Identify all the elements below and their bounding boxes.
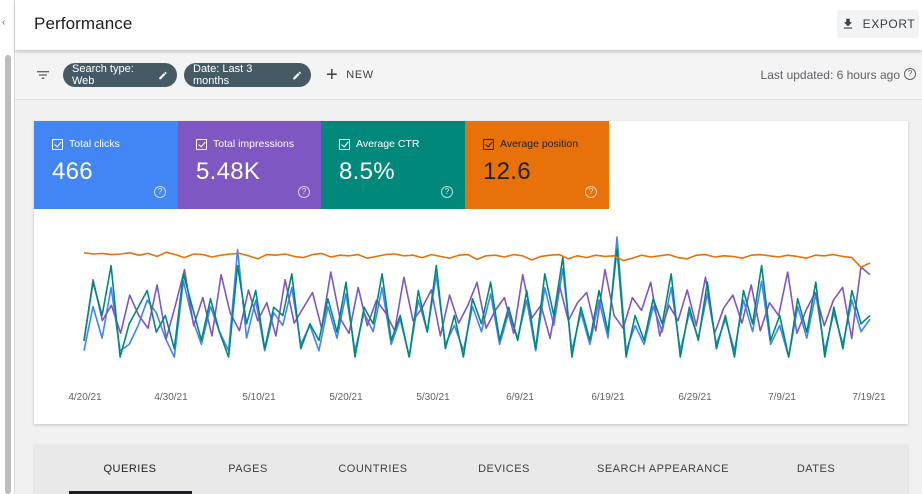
series-line-average-position	[83, 251, 871, 268]
page-title: Performance	[34, 14, 133, 33]
new-label: NEW	[346, 69, 374, 81]
chip-label: Date: Last 3 months	[193, 63, 253, 87]
x-tick-label: 5/30/21	[416, 392, 450, 403]
chart-svg	[83, 236, 871, 358]
x-tick-label: 7/9/21	[768, 392, 796, 403]
edit-icon	[159, 71, 167, 79]
last-updated-text: Last updated: 6 hours ago	[760, 68, 900, 82]
x-tick-label: 6/29/21	[678, 392, 712, 403]
search-type-chip[interactable]: Search type: Web	[63, 63, 177, 87]
help-icon[interactable]: ?	[154, 186, 166, 198]
metric-average-ctr[interactable]: Average CTR 8.5% ?	[321, 121, 465, 209]
page-header: Performance EXPORT	[15, 0, 922, 50]
metric-label: Average position	[500, 138, 579, 150]
chip-label: Search type: Web	[72, 63, 134, 87]
left-rail: ‹	[0, 0, 15, 494]
help-icon[interactable]: ?	[441, 186, 453, 198]
tab-queries[interactable]: QUERIES	[103, 463, 157, 475]
x-tick-label: 7/19/21	[852, 392, 886, 403]
tab-search-appearance[interactable]: SEARCH APPEARANCE	[597, 463, 729, 475]
active-tab-indicator	[69, 491, 192, 494]
x-tick-label: 4/30/21	[154, 392, 188, 403]
metric-total-impressions[interactable]: Total impressions 5.48K ?	[178, 121, 322, 209]
metric-value: 466	[52, 158, 93, 185]
performance-card: Total clicks 466 ? Total impressions 5.4…	[34, 121, 908, 424]
tab-dates[interactable]: DATES	[796, 463, 836, 475]
scrollbar[interactable]	[5, 55, 11, 494]
dimension-tabs: QUERIES PAGES COUNTRIES DEVICES SEARCH APPEA…	[34, 444, 908, 494]
checkbox-icon[interactable]	[483, 138, 494, 150]
metric-value: 12.6	[483, 158, 531, 185]
help-icon[interactable]: ?	[904, 68, 916, 80]
checkbox-icon[interactable]	[52, 138, 63, 150]
filter-icon[interactable]	[35, 67, 53, 83]
edit-icon	[293, 71, 301, 79]
performance-chart[interactable]: 4/20/21 4/30/21 5/10/21 5/20/21 5/30/21 6/9/2…	[34, 209, 908, 424]
filter-bar: Search type: Web Date: Last 3 months + N…	[15, 50, 922, 100]
metric-label: Average CTR	[356, 138, 420, 150]
x-tick-label: 5/10/21	[242, 392, 276, 403]
date-range-chip[interactable]: Date: Last 3 months	[184, 63, 311, 87]
help-icon[interactable]: ?	[585, 186, 597, 198]
download-icon	[843, 18, 852, 29]
checkbox-icon[interactable]	[339, 138, 350, 150]
series-line-average-ctr	[83, 248, 871, 358]
export-button[interactable]: EXPORT	[837, 10, 919, 38]
checkbox-icon[interactable]	[196, 138, 207, 150]
tab-pages[interactable]: PAGES	[228, 463, 268, 475]
metric-label: Total clicks	[69, 138, 120, 150]
x-tick-label: 6/9/21	[506, 392, 534, 403]
tab-devices[interactable]: DEVICES	[478, 463, 530, 475]
metric-total-clicks[interactable]: Total clicks 466 ?	[34, 121, 178, 209]
metric-value: 5.48K	[196, 158, 261, 185]
metric-value: 8.5%	[339, 158, 395, 185]
x-tick-label: 6/19/21	[591, 392, 625, 403]
x-tick-label: 4/20/21	[68, 392, 102, 403]
plus-icon: +	[326, 64, 339, 86]
new-filter-button[interactable]: + NEW	[326, 65, 374, 85]
tab-countries[interactable]: COUNTRIES	[338, 463, 408, 475]
metric-average-position[interactable]: Average position 12.6 ?	[465, 121, 609, 209]
x-tick-label: 5/20/21	[329, 392, 363, 403]
chevron-left-icon[interactable]: ‹	[2, 17, 6, 28]
export-label: EXPORT	[862, 17, 916, 31]
help-icon[interactable]: ?	[298, 186, 310, 198]
metric-label: Total impressions	[213, 138, 295, 150]
